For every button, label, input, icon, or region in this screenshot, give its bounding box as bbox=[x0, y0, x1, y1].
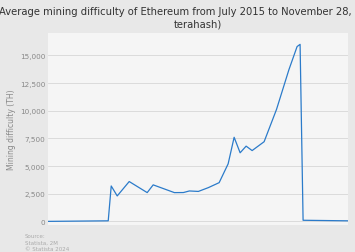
Text: Source:
Statista, 2M
© Statista 2024: Source: Statista, 2M © Statista 2024 bbox=[25, 233, 69, 251]
Y-axis label: Mining difficulty (TH): Mining difficulty (TH) bbox=[7, 89, 16, 170]
Title: Average mining difficulty of Ethereum from July 2015 to November 28, 2022 (in
te: Average mining difficulty of Ethereum fr… bbox=[0, 7, 355, 29]
